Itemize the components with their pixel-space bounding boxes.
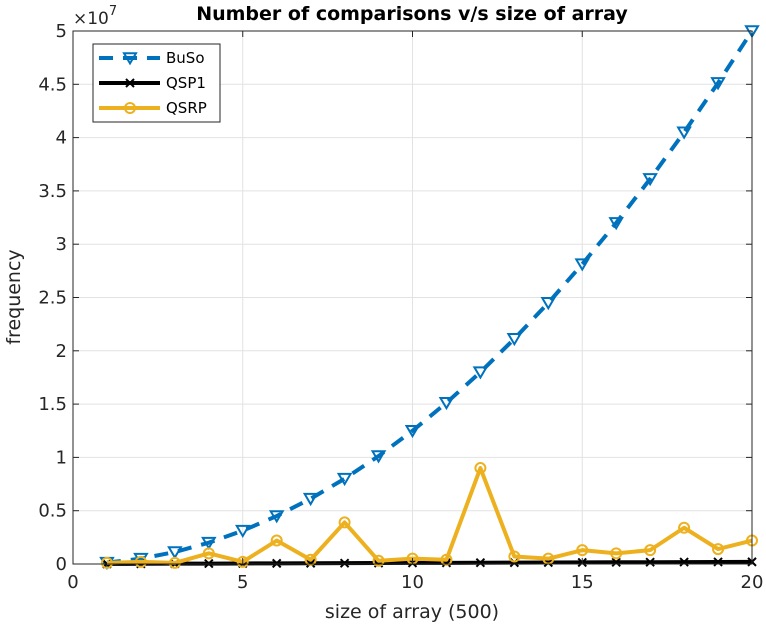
data-point-qsrp — [576, 544, 589, 557]
data-point-buso — [472, 366, 489, 380]
data-point-buso — [676, 126, 692, 140]
data-point-buso — [404, 424, 421, 439]
data-point-qsrp — [100, 556, 113, 569]
data-point-buso — [710, 77, 726, 91]
y-tick-label: 1 — [56, 447, 67, 468]
data-point-qsp1 — [475, 558, 486, 568]
x-tick-label: 0 — [67, 572, 78, 593]
data-point-qsp1 — [305, 558, 316, 568]
data-point-buso — [336, 472, 353, 487]
y-tick-label: 3 — [56, 234, 67, 255]
series-buso — [99, 25, 760, 571]
data-point-qsrp — [712, 543, 725, 556]
data-point-qsp1 — [679, 557, 689, 567]
legend-marker-qsrp — [124, 102, 136, 114]
data-point-qsrp — [270, 534, 283, 547]
y-tick-label: 4 — [56, 128, 67, 149]
data-point-qsrp — [474, 462, 487, 475]
legend-marker-qsp1 — [125, 78, 135, 88]
legend-item-qsp1: QSP1 — [99, 74, 206, 92]
data-point-qsrp — [508, 550, 521, 563]
data-point-qsrp — [372, 554, 385, 567]
ticks: 0 5 10 15 20 0 0.5 1 1.5 2 2.5 3 3.5 4 4.5 5 — [38, 21, 763, 593]
x-tick-label: 5 — [237, 572, 248, 593]
data-point-qsrp — [678, 521, 691, 534]
data-point-buso — [268, 510, 285, 524]
y-tick-label: 5 — [56, 21, 67, 42]
data-point-qsrp — [338, 516, 351, 529]
data-point-buso — [608, 217, 624, 231]
data-point-qsrp — [202, 547, 215, 560]
data-point-buso — [167, 546, 183, 560]
legend-item-buso: BuSo — [99, 49, 205, 67]
chart-title: Number of comparisons v/s size of array — [196, 3, 628, 25]
legend-item-qsrp: QSRP — [99, 99, 207, 117]
series-line-buso — [106, 29, 754, 565]
data-point-buso — [201, 536, 217, 551]
data-point-buso — [235, 524, 251, 539]
legend: BuSo QSP1 QSRP — [92, 43, 221, 123]
data-point-qsrp — [168, 556, 181, 569]
data-point-buso — [370, 450, 387, 464]
y-exponent-power: 7 — [109, 4, 117, 19]
y-tick-label: 4.5 — [38, 74, 67, 95]
data-point-buso — [642, 173, 658, 187]
data-point-qsrp — [644, 544, 657, 557]
x-tick-label: 15 — [571, 572, 594, 593]
x-axis-label: size of array (500) — [325, 601, 499, 623]
data-point-buso — [302, 492, 319, 507]
y-exponent-base: ×10 — [73, 9, 109, 29]
x-tick-label: 10 — [401, 572, 424, 593]
data-point-qsrp — [304, 553, 317, 566]
data-point-buso — [506, 333, 523, 347]
data-point-qsrp — [236, 555, 249, 568]
data-point-qsrp — [610, 547, 623, 560]
y-tick-label: 0.5 — [38, 501, 67, 522]
y-tick-label: 3.5 — [38, 181, 67, 202]
y-tick-label: 2.5 — [38, 288, 67, 309]
data-point-buso — [438, 396, 455, 411]
data-point-qsp1 — [611, 557, 621, 568]
y-tick-label: 0 — [56, 554, 67, 575]
y-tick-label: 2 — [56, 341, 67, 362]
data-point-qsp1 — [645, 557, 655, 567]
data-point-buso — [133, 552, 149, 567]
grid — [72, 30, 753, 565]
x-tick-label: 20 — [741, 572, 764, 593]
legend-label-qsrp: QSRP — [166, 99, 207, 117]
legend-marker-buso — [122, 52, 138, 66]
legend-label-buso: BuSo — [166, 49, 205, 67]
data-point-qsp1 — [339, 558, 350, 568]
data-point-qsrp — [440, 553, 453, 566]
y-exponent-label: ×107 — [73, 4, 117, 29]
data-point-buso — [574, 258, 590, 272]
data-point-buso — [540, 297, 557, 311]
data-point-qsp1 — [713, 557, 723, 567]
data-point-qsp1 — [271, 558, 282, 569]
y-tick-label: 1.5 — [38, 394, 67, 415]
data-point-qsrp — [134, 555, 147, 568]
y-axis-label: frequency — [3, 249, 25, 344]
legend-label-qsp1: QSP1 — [166, 74, 206, 92]
